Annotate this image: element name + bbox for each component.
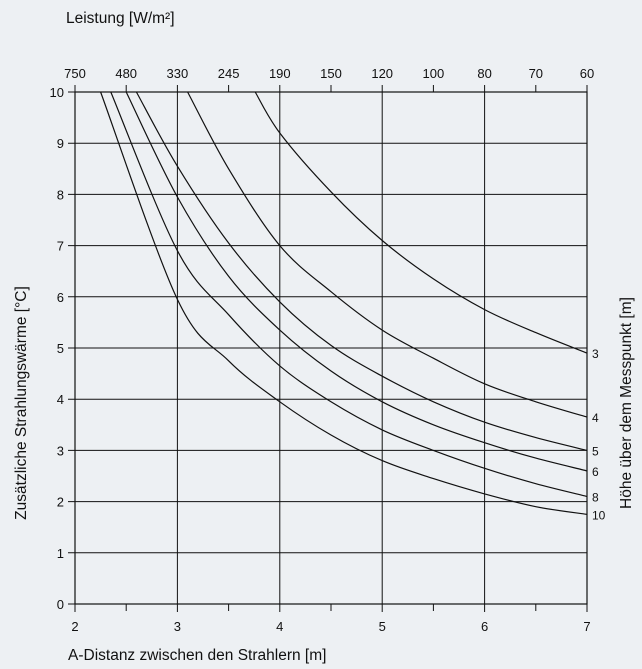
series-label: 4 — [592, 411, 599, 425]
top-tick-label: 750 — [64, 66, 86, 81]
top-tick-label: 150 — [320, 66, 342, 81]
curves — [100, 91, 588, 515]
top-tick-label: 60 — [580, 66, 594, 81]
top-tick-label: 480 — [115, 66, 137, 81]
y-tick-label: 6 — [57, 290, 64, 305]
top-tick-label: 330 — [167, 66, 189, 81]
x-tick-label: 6 — [481, 619, 488, 634]
series-label: 6 — [592, 465, 599, 479]
y-tick-label: 0 — [57, 597, 64, 612]
y-tick-label: 1 — [57, 546, 64, 561]
x-tick-label: 4 — [276, 619, 283, 634]
series-label: 8 — [592, 490, 599, 504]
series-line-8 — [110, 91, 588, 498]
x-tick-label: 3 — [174, 619, 181, 634]
series-line-10 — [100, 91, 588, 515]
x-tick-label: 2 — [71, 619, 78, 634]
y-tick-label: 4 — [57, 392, 64, 407]
series-label: 3 — [592, 347, 599, 361]
series-line-4 — [187, 91, 588, 418]
top-tick-label: 120 — [371, 66, 393, 81]
series-line-5 — [135, 91, 588, 451]
labels: 3 4 5 6 8 10 — [592, 347, 606, 522]
grid — [68, 91, 588, 605]
y-tick-label: 2 — [57, 495, 64, 510]
top-axis-label: Leistung [W/m²] — [66, 10, 175, 27]
top-tick-label: 245 — [218, 66, 240, 81]
y-tick-label: 7 — [57, 239, 64, 254]
top-tick-label: 70 — [529, 66, 543, 81]
series-line-6 — [125, 91, 588, 472]
y-tick-label: 9 — [57, 136, 64, 151]
x-axis-label: A-Distanz zwischen den Strahlern [m] — [68, 647, 326, 664]
x-tick-label: 5 — [379, 619, 386, 634]
top-tick-label: 190 — [269, 66, 291, 81]
series-line-3 — [254, 91, 588, 354]
right-axis-label: Höhe über dem Messpunkt [m] — [618, 297, 635, 509]
y-tick-label: 10 — [50, 85, 64, 100]
x-tick-label: 7 — [583, 619, 590, 634]
ticks: 0 1 2 3 4 5 6 7 8 9 10 2 3 4 5 6 7 750 480 330 245 190 150 120 1… — [50, 66, 595, 634]
top-tick-label: 80 — [477, 66, 491, 81]
y-tick-label: 5 — [57, 341, 64, 356]
series-label: 10 — [592, 508, 606, 522]
top-tick-label: 100 — [423, 66, 445, 81]
y-tick-label: 8 — [57, 187, 64, 202]
series-label: 5 — [592, 444, 599, 458]
y-axis-label: Zusätzliche Strahlungswärme [°C] — [13, 286, 30, 520]
y-tick-label: 3 — [57, 443, 64, 458]
